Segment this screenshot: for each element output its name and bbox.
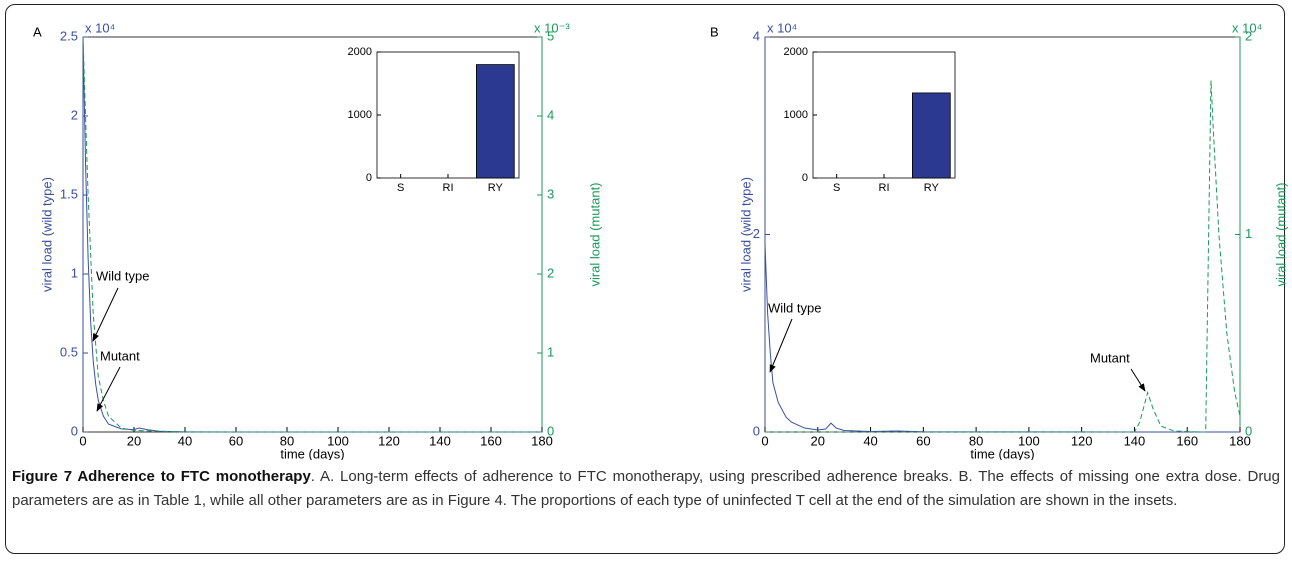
- x-tick-label: 60: [916, 433, 930, 448]
- x-tick-label: 160: [480, 433, 502, 448]
- y-tick-label: 0: [71, 423, 78, 438]
- y2-tick-label: 2: [1245, 28, 1252, 43]
- y-tick-label: 1: [71, 265, 78, 280]
- x-tick-label: 0: [761, 433, 768, 448]
- y2-tick-label: 5: [547, 28, 554, 43]
- x-tick-label: 140: [1124, 433, 1146, 448]
- annotation: Mutant: [1090, 350, 1130, 365]
- y2-axis-label: viral load (mutant): [1273, 182, 1288, 286]
- x-tick-label: 60: [229, 433, 243, 448]
- inset-y-tick-label: 2000: [784, 46, 808, 58]
- x-tick-label: 40: [863, 433, 877, 448]
- inset-x-tick-label: RI: [879, 182, 890, 194]
- y2-tick-label: 3: [547, 186, 554, 201]
- figure: A0 20 40 60 80 100 120 140 160 18000.511.522.5012…: [33, 20, 1288, 460]
- y-tick-label: 2: [753, 226, 760, 241]
- x-tick-label: 80: [280, 433, 294, 448]
- y2-tick-label: 0: [1245, 423, 1252, 438]
- y-axis-label: viral load (wild type): [39, 177, 54, 292]
- y-tick-label: 0.5: [60, 344, 78, 359]
- x-tick-label: 100: [327, 433, 349, 448]
- x-tick-label: 40: [178, 433, 192, 448]
- inset-y-tick-label: 2000: [348, 46, 372, 58]
- panel-label: B: [710, 24, 719, 39]
- series-line: [765, 80, 1241, 433]
- caption: Figure 7 Adherence to FTC monotherapy. A…: [12, 465, 1280, 512]
- annotation-arrow: [92, 287, 119, 342]
- inset-y-tick-label: 1000: [348, 109, 372, 121]
- annotation: Wild type: [768, 300, 821, 315]
- y-axis-label: viral load (wild type): [738, 177, 753, 292]
- inset-x-tick-label: S: [833, 182, 840, 194]
- x-tick-label: 140: [429, 433, 451, 448]
- figure-frame: [5, 4, 1285, 554]
- y2-tick-label: 0: [547, 423, 554, 438]
- x-tick-label: 180: [1229, 433, 1251, 448]
- y2-scale-label: x 10⁴: [1232, 20, 1262, 35]
- x-tick-label: 20: [127, 433, 141, 448]
- inset-bar: [475, 64, 515, 179]
- inset-bar: [912, 92, 951, 179]
- y2-tick-label: 1: [547, 344, 554, 359]
- y-tick-label: 2: [71, 107, 78, 122]
- inset-x-tick-label: RY: [488, 182, 504, 194]
- y2-tick-label: 2: [547, 265, 554, 280]
- y2-tick-label: 4: [547, 107, 554, 122]
- x-axis-label: time (days): [280, 446, 344, 460]
- x-tick-label: 0: [79, 433, 86, 448]
- y-tick-label: 1.5: [60, 186, 78, 201]
- annotation: Wild type: [96, 268, 149, 283]
- x-tick-label: 120: [1071, 433, 1093, 448]
- y-scale-label: x 10⁴: [767, 20, 797, 35]
- inset-x-tick-label: RI: [443, 182, 454, 194]
- inset-y-tick-label: 0: [802, 172, 808, 184]
- x-tick-label: 20: [811, 433, 825, 448]
- annotation-arrow: [769, 318, 793, 373]
- series-line: [764, 244, 1241, 433]
- x-tick-label: 100: [1018, 433, 1040, 448]
- inset-x-tick-label: RY: [924, 182, 940, 194]
- inset-y-tick-label: 0: [366, 172, 372, 184]
- annotation-arrow: [96, 366, 121, 412]
- y-scale-label: x 10⁴: [85, 20, 115, 35]
- y2-axis-label: viral load (mutant): [587, 182, 602, 286]
- inset-x-tick-label: S: [397, 182, 404, 194]
- x-tick-label: 120: [378, 433, 400, 448]
- annotation: Mutant: [100, 348, 140, 363]
- x-axis-label: time (days): [970, 446, 1034, 460]
- x-tick-label: 180: [531, 433, 553, 448]
- panel-label: A: [33, 24, 42, 39]
- caption-title: Figure 7 Adherence to FTC monotherapy: [12, 468, 311, 485]
- x-tick-label: 160: [1176, 433, 1198, 448]
- annotation-arrow: [1130, 368, 1146, 392]
- x-tick-label: 80: [969, 433, 983, 448]
- series-line: [82, 36, 542, 433]
- y2-scale-label: x 10⁻³: [534, 20, 570, 35]
- y-tick-label: 4: [753, 28, 760, 43]
- y-tick-label: 2.5: [60, 28, 78, 43]
- y-tick-label: 0: [753, 423, 760, 438]
- caption-body: . A. Long-term effects of adherence to F…: [12, 468, 1280, 509]
- inset-y-tick-label: 1000: [784, 109, 808, 121]
- y2-tick-label: 1: [1245, 226, 1252, 241]
- series-line: [82, 36, 542, 433]
